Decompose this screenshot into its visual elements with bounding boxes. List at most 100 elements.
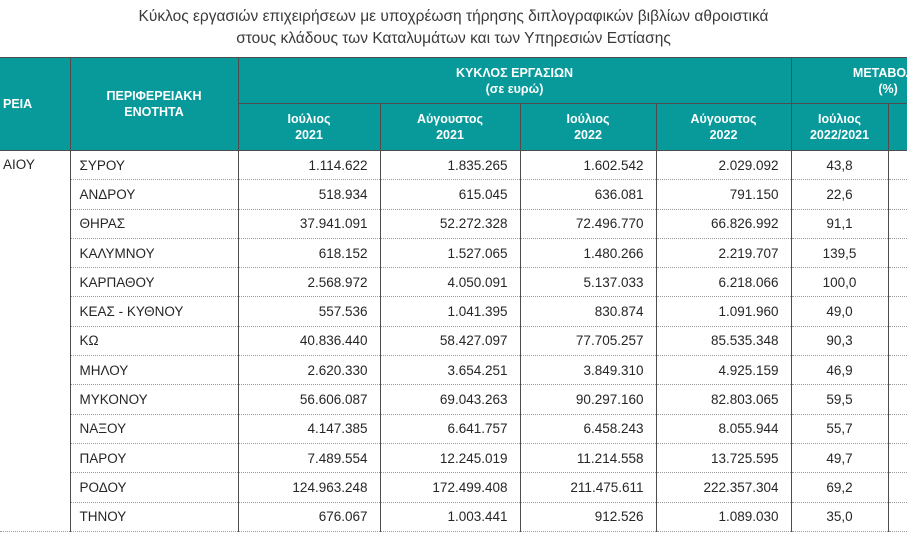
column-header-region: ΡΕΙΑ <box>0 57 71 151</box>
change-aug-value-cell-offscreen <box>887 149 907 181</box>
unit-cell: ΣΥΡΟΥ <box>69 149 239 181</box>
aug2021-value-cell: 69.043.263 <box>379 384 521 415</box>
aug2021-value-cell: 12.245.019 <box>379 442 521 474</box>
table-body: ΑΙΟΥ ΣΥΡΟΥ 1.114.622 1.835.265 1.602.542… <box>0 149 907 532</box>
change-aug-value-cell-offscreen <box>887 237 907 269</box>
change-aug-value-cell-offscreen <box>887 501 907 532</box>
jul2022-value-cell: 72.496.770 <box>519 208 657 239</box>
table-row: ΤΗΝΟΥ 676.067 1.003.441 912.526 1.089.03… <box>0 501 907 532</box>
jul2021-value-cell: 2.620.330 <box>237 355 381 386</box>
change-jul-value-cell: 100,0 <box>790 267 889 298</box>
column-header-change-jul: Ιούλιος 2022/2021 <box>790 103 889 151</box>
unit-cell: ΘΗΡΑΣ <box>69 208 239 239</box>
aug2022-value-cell: 8.055.944 <box>655 413 792 444</box>
table-row: ΑΙΟΥ ΣΥΡΟΥ 1.114.622 1.835.265 1.602.542… <box>0 149 907 532</box>
jul2021-value-cell: 1.114.622 <box>237 149 381 181</box>
unit-cell: ΜΥΚΟΝΟΥ <box>69 384 239 415</box>
turnover-group-line2: (σε ευρώ) <box>485 81 544 96</box>
aug2022-line1: Αύγουστος <box>690 112 757 126</box>
jul2021-value-cell: 4.147.385 <box>237 413 381 444</box>
jul2021-value-cell: 124.963.248 <box>237 472 381 503</box>
change-jul-value-cell: 46,9 <box>790 355 889 386</box>
jul2022-value-cell: 90.297.160 <box>519 384 657 415</box>
jul2021-value-cell: 7.489.554 <box>237 442 381 474</box>
regional-unit-header-line1: ΠΕΡΙΦΕΡΕΙΑΚΗ <box>106 89 202 103</box>
jul2021-value-cell: 2.568.972 <box>237 267 381 298</box>
group-header-turnover: ΚΥΚΛΟΣ ΕΡΓΑΣΙΩΝ (σε ευρώ) <box>237 57 792 104</box>
unit-cell: ΑΝΔΡΟΥ <box>69 179 239 210</box>
unit-cell: ΝΑΞΟΥ <box>69 413 239 444</box>
column-header-aug2022: Αύγουστος 2022 <box>655 103 792 151</box>
change-jul-line1: Ιούλιος <box>818 112 861 126</box>
table-row: ΡΟΔΟΥ 124.963.248 172.499.408 211.475.61… <box>0 472 907 503</box>
jul2021-value-cell: 40.836.440 <box>237 325 381 357</box>
jul2021-line2: 2021 <box>295 128 323 142</box>
aug2022-value-cell: 13.725.595 <box>655 442 792 474</box>
jul2022-value-cell: 211.475.611 <box>519 472 657 503</box>
change-aug-value-cell-offscreen <box>887 413 907 444</box>
unit-cell: ΚΩ <box>69 325 239 357</box>
aug2021-value-cell: 1.527.065 <box>379 237 521 269</box>
aug2022-value-cell: 1.091.960 <box>655 296 792 327</box>
table-row: ΚΕΑΣ - ΚΥΘΝΟΥ 557.536 1.041.395 830.874 … <box>0 296 907 327</box>
page-title-line1: Κύκλος εργασιών επιχειρήσεων με υποχρέωσ… <box>138 8 769 25</box>
change-jul-value-cell: 139,5 <box>790 237 889 269</box>
table-row: ΜΗΛΟΥ 2.620.330 3.654.251 3.849.310 4.92… <box>0 355 907 386</box>
jul2022-value-cell: 3.849.310 <box>519 355 657 386</box>
aug2021-line2: 2021 <box>436 128 464 142</box>
column-header-jul2022: Ιούλιος 2022 <box>519 103 657 151</box>
table-row: ΚΑΛΥΜΝΟΥ 618.152 1.527.065 1.480.266 2.2… <box>0 237 907 269</box>
change-aug-value-cell-offscreen <box>887 179 907 210</box>
table-row: ΜΥΚΟΝΟΥ 56.606.087 69.043.263 90.297.160… <box>0 384 907 415</box>
change-aug-value-cell-offscreen <box>887 384 907 415</box>
jul2022-value-cell: 6.458.243 <box>519 413 657 444</box>
change-jul-value-cell: 69,2 <box>790 472 889 503</box>
jul2022-line1: Ιούλιος <box>566 112 610 126</box>
column-header-regional-unit: ΠΕΡΙΦΕΡΕΙΑΚΗ ΕΝΟΤΗΤΑ <box>69 57 239 151</box>
column-header-aug2021: Αύγουστος 2021 <box>379 103 521 151</box>
aug2022-value-cell: 4.925.159 <box>655 355 792 386</box>
change-aug-value-cell-offscreen <box>887 472 907 503</box>
page-title: Κύκλος εργασιών επιχειρήσεων με υποχρέωσ… <box>0 6 907 50</box>
change-jul-line2: 2022/2021 <box>809 128 870 142</box>
change-aug-value-cell-offscreen <box>887 267 907 298</box>
region-label-cell: ΑΙΟΥ <box>0 150 71 532</box>
page-title-line2: στους κλάδους των Καταλυμάτων και των Υπ… <box>236 30 671 47</box>
aug2021-value-cell: 52.272.328 <box>379 208 521 239</box>
change-aug-value-cell-offscreen <box>887 355 907 386</box>
change-jul-value-cell: 43,8 <box>790 149 889 181</box>
change-group-line1: ΜΕΤΑΒΟΛΗ <box>852 65 907 80</box>
jul2022-value-cell: 1.602.542 <box>519 149 657 181</box>
unit-cell: ΤΗΝΟΥ <box>69 501 239 532</box>
jul2022-value-cell: 912.526 <box>519 501 657 532</box>
change-jul-value-cell: 49,0 <box>790 296 889 327</box>
table-header: ΡΕΙΑ ΠΕΡΙΦΕΡΕΙΑΚΗ ΕΝΟΤΗΤΑ ΚΥΚΛΟΣ ΕΡΓΑΣΙΩ… <box>0 57 907 151</box>
jul2021-value-cell: 557.536 <box>237 296 381 327</box>
table-row: ΚΑΡΠΑΘΟΥ 2.568.972 4.050.091 5.137.033 6… <box>0 267 907 298</box>
change-group-line2: (%) <box>878 81 898 96</box>
table-row: ΠΑΡΟΥ 7.489.554 12.245.019 11.214.558 13… <box>0 442 907 474</box>
change-aug-value-cell-offscreen <box>887 208 907 239</box>
jul2022-value-cell: 830.874 <box>519 296 657 327</box>
table-row: ΝΑΞΟΥ 4.147.385 6.641.757 6.458.243 8.05… <box>0 413 907 444</box>
aug2022-line2: 2022 <box>709 128 738 142</box>
aug2022-value-cell: 82.803.065 <box>655 384 792 415</box>
change-jul-value-cell: 55,7 <box>790 413 889 444</box>
unit-cell: ΚΑΡΠΑΘΟΥ <box>69 267 239 298</box>
aug2021-value-cell: 1.003.441 <box>379 501 521 532</box>
aug2021-line1: Αύγουστος <box>416 112 484 126</box>
table-row: ΑΝΔΡΟΥ 518.934 615.045 636.081 791.150 2… <box>0 179 907 210</box>
jul2022-value-cell: 636.081 <box>519 179 657 210</box>
unit-cell: ΜΗΛΟΥ <box>69 355 239 386</box>
jul2022-line2: 2022 <box>574 128 602 142</box>
regional-unit-header-line2: ΕΝΟΤΗΤΑ <box>124 105 184 119</box>
header-group-row: ΡΕΙΑ ΠΕΡΙΦΕΡΕΙΑΚΗ ΕΝΟΤΗΤΑ ΚΥΚΛΟΣ ΕΡΓΑΣΙΩ… <box>0 57 907 151</box>
group-header-change: ΜΕΤΑΒΟΛΗ (%) <box>790 57 907 104</box>
jul2021-value-cell: 37.941.091 <box>237 208 381 239</box>
aug2021-value-cell: 3.654.251 <box>379 355 521 386</box>
table-row: ΘΗΡΑΣ 37.941.091 52.272.328 72.496.770 6… <box>0 208 907 239</box>
header-sub-row: Ιούλιος 2021 Αύγουστος 2021 Ιούλιος 2022… <box>0 103 907 151</box>
aug2022-value-cell: 6.218.066 <box>655 267 792 298</box>
jul2021-line1: Ιούλιος <box>287 112 331 126</box>
table-row: ΚΩ 40.836.440 58.427.097 77.705.257 85.5… <box>0 325 907 357</box>
